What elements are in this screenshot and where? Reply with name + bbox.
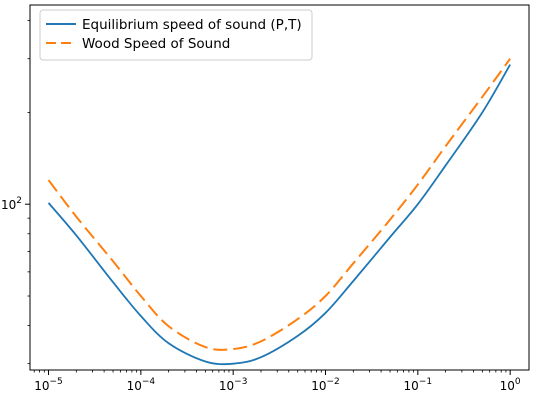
series-line-1	[47, 64, 511, 366]
legend-box	[39, 9, 313, 61]
plot-frame	[29, 4, 530, 371]
x-tick-label: 10−5	[34, 377, 63, 393]
x-tick-label: 100	[500, 377, 521, 393]
x-tick-label: 10−3	[219, 377, 248, 393]
legend-label-2: Wood Speed of Sound	[82, 36, 230, 52]
tick-layer: 10−5 10−4 10−3 10−2 10−1 100 102	[1, 20, 521, 393]
x-tick-label: 10−2	[311, 377, 340, 393]
x-tick-label: 10−1	[404, 377, 433, 393]
plot-area	[30, 5, 529, 370]
series-line-2	[47, 58, 511, 351]
series-layer	[47, 58, 511, 366]
legend-label-1: Equilibrium speed of sound (P,T)	[82, 17, 302, 33]
y-tick-label: 102	[1, 196, 22, 212]
legend: Equilibrium speed of sound (P,T) Wood Spe…	[39, 9, 313, 61]
x-tick-label: 10−4	[127, 377, 156, 393]
